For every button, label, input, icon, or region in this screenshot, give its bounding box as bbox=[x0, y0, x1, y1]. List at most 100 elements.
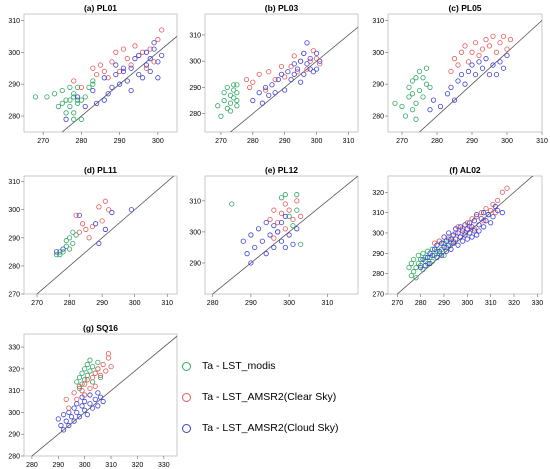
data-point bbox=[439, 240, 445, 246]
data-point bbox=[294, 192, 300, 198]
data-point bbox=[420, 94, 426, 100]
data-point bbox=[101, 75, 107, 81]
data-point bbox=[455, 230, 461, 236]
data-point bbox=[278, 210, 285, 216]
data-point bbox=[500, 33, 507, 39]
data-point bbox=[504, 46, 510, 52]
data-point bbox=[478, 216, 484, 222]
data-point bbox=[465, 68, 472, 75]
data-point bbox=[155, 75, 161, 81]
data-point bbox=[267, 232, 273, 238]
data-point bbox=[63, 97, 69, 103]
data-point bbox=[240, 238, 246, 244]
y-tick-label: 310 bbox=[372, 210, 384, 217]
data-point bbox=[422, 262, 428, 269]
x-tick-label: 300 bbox=[79, 462, 91, 469]
x-tick-label: 310 bbox=[322, 300, 334, 307]
data-point bbox=[409, 107, 416, 113]
panel-title: (c) PL05 bbox=[448, 3, 481, 13]
data-point bbox=[507, 36, 514, 43]
data-point bbox=[483, 56, 489, 62]
data-point bbox=[282, 226, 288, 232]
data-point bbox=[448, 68, 454, 75]
data-point bbox=[159, 52, 165, 59]
data-point bbox=[51, 91, 58, 97]
data-point bbox=[291, 61, 297, 67]
one-to-one-line bbox=[418, 19, 542, 132]
data-point bbox=[457, 224, 463, 230]
data-point bbox=[418, 264, 424, 271]
data-point bbox=[109, 84, 115, 90]
data-point bbox=[71, 91, 77, 97]
data-point bbox=[66, 422, 72, 429]
data-point bbox=[59, 87, 65, 94]
data-point bbox=[429, 252, 435, 258]
legend-item-cloud-sky: Ta - LST_AMSR2(Cloud Sky) bbox=[178, 422, 378, 438]
data-point bbox=[266, 69, 272, 75]
data-point bbox=[462, 232, 468, 238]
data-point bbox=[402, 113, 409, 119]
data-point bbox=[231, 95, 237, 101]
data-point bbox=[294, 198, 300, 204]
data-point bbox=[71, 418, 77, 424]
y-tick-label: 330 bbox=[8, 345, 20, 352]
data-point bbox=[78, 97, 84, 103]
data-point bbox=[263, 251, 269, 257]
data-point bbox=[418, 256, 424, 263]
data-point bbox=[147, 68, 153, 75]
data-point bbox=[448, 246, 454, 252]
data-point bbox=[76, 212, 82, 218]
data-point bbox=[471, 218, 477, 224]
data-point bbox=[105, 75, 111, 81]
data-point bbox=[486, 71, 493, 78]
data-point bbox=[120, 46, 127, 52]
data-point bbox=[443, 248, 449, 254]
y-tick-label: 280 bbox=[8, 454, 20, 461]
data-point bbox=[427, 84, 433, 90]
legend-item-clear-sky: Ta - LST_AMSR2(Clear Sky) bbox=[178, 391, 378, 407]
data-point bbox=[406, 84, 412, 90]
data-point bbox=[256, 71, 262, 77]
x-tick-label: 290 bbox=[438, 300, 450, 307]
data-point bbox=[229, 201, 235, 207]
data-point bbox=[464, 236, 470, 242]
data-point bbox=[66, 409, 72, 416]
x-tick-label: 290 bbox=[114, 138, 126, 145]
y-tick-label: 320 bbox=[8, 366, 20, 373]
data-point bbox=[87, 385, 93, 392]
data-point bbox=[290, 223, 296, 229]
y-tick-label: 300 bbox=[8, 50, 20, 57]
data-point bbox=[87, 401, 93, 407]
data-point bbox=[109, 59, 115, 65]
x-tick-label: 270 bbox=[396, 138, 408, 145]
data-point bbox=[100, 398, 106, 405]
data-point bbox=[63, 396, 69, 402]
data-point bbox=[430, 97, 437, 103]
data-point bbox=[89, 374, 96, 381]
data-point bbox=[298, 58, 304, 64]
data-point bbox=[66, 246, 73, 252]
y-tick-label: 290 bbox=[8, 82, 20, 89]
data-point bbox=[495, 197, 501, 204]
data-point bbox=[74, 84, 81, 90]
data-point bbox=[97, 394, 104, 400]
data-point bbox=[57, 249, 63, 255]
data-point bbox=[247, 84, 253, 91]
data-point bbox=[234, 82, 240, 88]
data-point bbox=[298, 213, 304, 219]
data-point bbox=[63, 116, 69, 122]
data-point bbox=[476, 222, 482, 228]
data-point bbox=[490, 33, 496, 39]
scatter-panel: (g) SQ16 280 290 300 310 320 330 280 290 300 310 32… bbox=[8, 323, 178, 469]
data-point bbox=[429, 246, 435, 252]
data-point bbox=[460, 228, 466, 234]
scatter-panel: (c) PL05 270 280 290 300 310 280 290 300 310 bbox=[372, 3, 548, 145]
data-point bbox=[143, 62, 149, 68]
data-point bbox=[250, 79, 256, 85]
y-tick-label: 270 bbox=[372, 292, 384, 299]
legend: Ta - LST_modis Ta - LST_AMSR2(Clear Sky)… bbox=[178, 360, 378, 453]
data-point bbox=[409, 78, 416, 84]
data-point bbox=[465, 59, 472, 65]
data-point bbox=[458, 49, 465, 55]
